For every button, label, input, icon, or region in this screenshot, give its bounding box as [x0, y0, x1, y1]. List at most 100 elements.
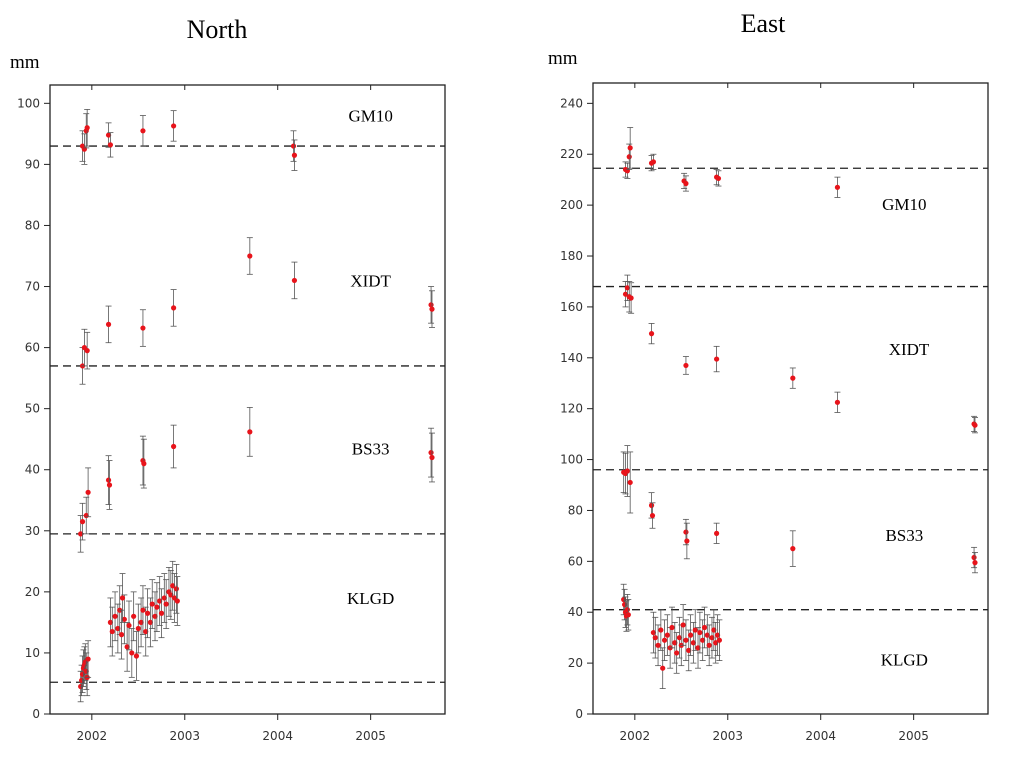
station-label-klgd: KLGD	[881, 651, 928, 670]
north-panel: North mm 0 10 20 30 40 50 60 70 80 90 100 2002 2003 2…	[10, 15, 446, 743]
data-point	[680, 622, 686, 628]
data-point	[85, 489, 91, 495]
x-tick-label: 2003	[712, 729, 743, 743]
data-point	[126, 622, 132, 629]
y-tick-label: 120	[560, 402, 583, 416]
data-point	[683, 529, 689, 535]
data-point	[115, 625, 121, 632]
data-point	[84, 348, 90, 354]
data-point	[161, 595, 167, 601]
data-point	[290, 143, 297, 149]
data-point	[140, 128, 146, 134]
y-tick-label: 200	[560, 198, 583, 212]
y-tick-label: 160	[560, 300, 583, 314]
data-point	[714, 530, 720, 536]
y-tick-label: 40	[25, 463, 40, 477]
data-point	[171, 305, 177, 311]
data-point	[716, 637, 723, 643]
station-label-gm10: GM10	[882, 195, 926, 214]
data-point	[624, 285, 630, 291]
data-point	[972, 560, 978, 566]
data-point	[129, 650, 135, 656]
data-point	[157, 598, 163, 604]
series-1	[79, 237, 435, 385]
y-tick-label: 40	[568, 605, 583, 619]
y-tick-label: 50	[25, 402, 40, 416]
data-point	[163, 601, 169, 607]
data-point	[131, 613, 137, 619]
data-point	[628, 295, 634, 301]
data-point	[695, 645, 701, 651]
data-point	[173, 586, 179, 592]
data-point	[171, 123, 177, 129]
panel-title-north: North	[187, 15, 248, 44]
data-point	[650, 159, 657, 165]
data-point	[684, 538, 690, 544]
data-point	[168, 592, 174, 598]
y-tick-label: 30	[25, 524, 40, 538]
data-point	[174, 598, 180, 604]
y-tick-label: 100	[17, 96, 40, 110]
panel-title-east: East	[741, 9, 787, 38]
data-point	[291, 277, 298, 284]
data-point	[109, 628, 115, 635]
station-label-xidt: XIDT	[350, 272, 391, 291]
data-point	[713, 640, 719, 646]
data-point	[790, 546, 796, 552]
data-point	[428, 302, 434, 308]
series-0	[79, 109, 298, 171]
data-point	[119, 595, 126, 601]
data-point	[704, 632, 710, 638]
y-unit-label-east: mm	[548, 48, 578, 69]
data-point	[683, 637, 689, 643]
y-tick-label: 100	[560, 453, 583, 467]
station-label-bs33: BS33	[352, 439, 390, 458]
data-point	[706, 642, 712, 648]
data-point	[140, 325, 146, 331]
data-point	[622, 291, 629, 297]
y-tick-label: 80	[568, 503, 583, 517]
y-tick-label: 180	[560, 249, 583, 263]
data-point	[291, 152, 298, 158]
data-point	[171, 443, 177, 450]
data-point	[648, 502, 655, 508]
data-point	[709, 635, 715, 641]
data-point	[625, 612, 631, 618]
x-tick-label: 2005	[355, 729, 386, 743]
data-point	[624, 468, 630, 474]
data-point	[121, 616, 127, 622]
data-point	[247, 253, 253, 259]
x-tick-label: 2002	[77, 729, 108, 743]
y-tick-label: 20	[568, 656, 583, 670]
data-point	[84, 125, 90, 131]
x-tick-label: 2002	[620, 729, 651, 743]
data-point	[624, 607, 630, 613]
y-tick-label: 60	[25, 341, 40, 355]
data-point	[107, 142, 114, 148]
x-tick-label: 2005	[898, 729, 929, 743]
data-point	[650, 629, 657, 636]
data-point	[692, 627, 698, 633]
data-point	[655, 642, 661, 648]
data-point	[78, 531, 84, 537]
y-tick-label: 90	[25, 157, 40, 171]
data-point	[676, 635, 683, 641]
y-tick-label: 60	[568, 554, 583, 568]
data-point	[138, 619, 144, 625]
data-point	[152, 613, 158, 619]
data-point	[687, 632, 694, 638]
data-point	[834, 399, 841, 405]
east-panel: East mm 0 20 40 60 80 100 120 140 160 180 200 220 24…	[548, 9, 989, 743]
series-0	[622, 127, 841, 198]
data-point	[627, 145, 633, 151]
series-3	[620, 583, 723, 689]
station-label-bs33: BS33	[885, 526, 923, 545]
data-point	[79, 519, 86, 525]
data-point	[143, 628, 149, 635]
y-unit-label-north: mm	[10, 52, 40, 73]
station-label-klgd: KLGD	[347, 589, 394, 608]
data-point	[683, 180, 689, 187]
series-1	[622, 274, 978, 434]
data-point	[715, 175, 722, 182]
data-point	[106, 482, 113, 488]
